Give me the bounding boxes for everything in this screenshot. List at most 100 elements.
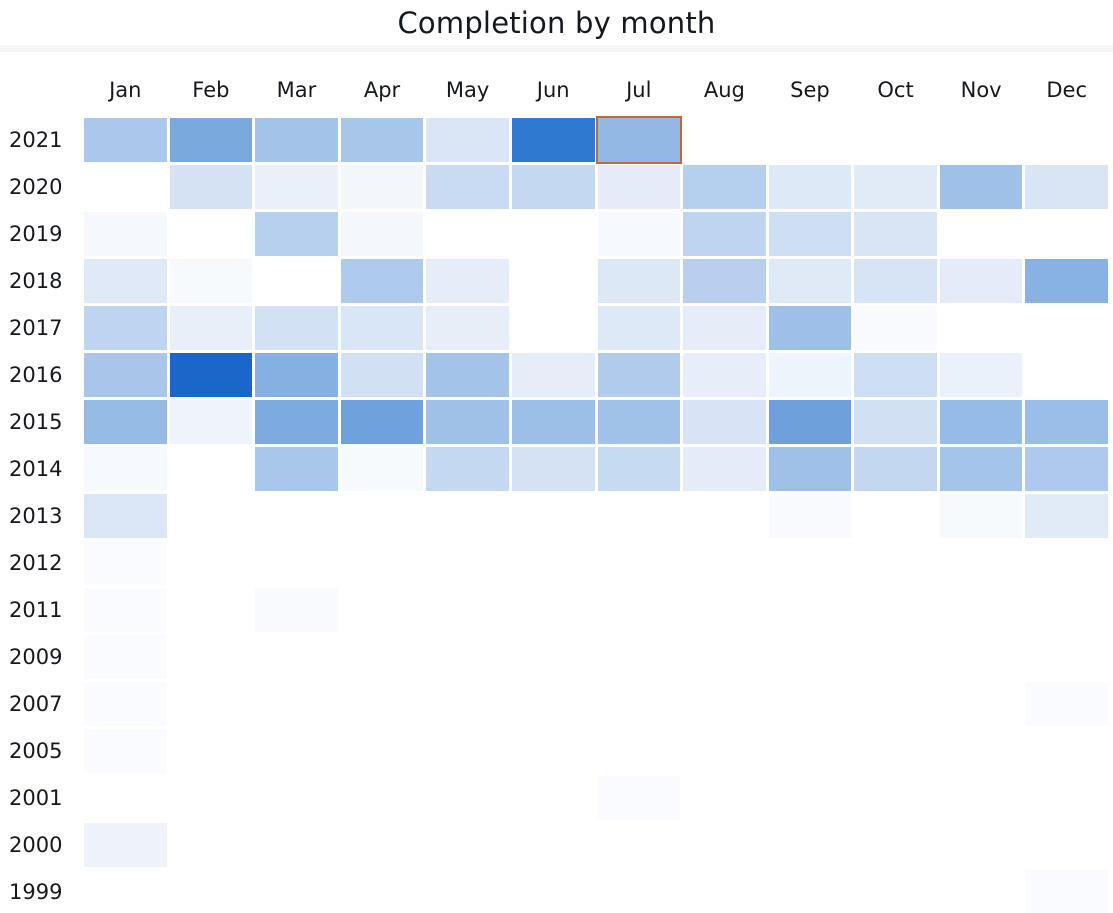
heatmap-cell-2016-may[interactable] [426,353,509,397]
heatmap-cell-2017-mar[interactable] [255,306,338,350]
heatmap-cell-2017-may[interactable] [426,306,509,350]
heatmap-cell-2000-jan[interactable] [84,823,167,867]
heatmap-cell-2017-feb[interactable] [169,306,253,350]
heatmap-cell-2014-sep[interactable] [768,447,852,491]
heatmap-cell-2015-aug[interactable] [683,400,766,444]
heatmap-cell-2020-sep[interactable] [768,165,852,209]
heatmap-cell-2014-may[interactable] [426,447,509,491]
heatmap-cell-2017-apr[interactable] [340,306,424,350]
heatmap-cell-2015-apr[interactable] [340,400,424,444]
heatmap-cell-2017-jan[interactable] [84,306,167,350]
heatmap-cell-2020-nov[interactable] [939,165,1023,209]
heatmap-cell-2013-jan[interactable] [84,494,167,538]
heatmap-cell-2021-jan[interactable] [84,118,167,162]
heatmap-cell-2018-may[interactable] [426,259,509,303]
heatmap-cell-2005-jul [598,729,681,773]
heatmap-cell-2021-apr[interactable] [340,118,424,162]
heatmap-cell-2016-jun[interactable] [511,353,595,397]
heatmap-cell-2016-feb[interactable] [169,353,253,397]
heatmap-cell-2016-mar[interactable] [255,353,338,397]
heatmap-cell-2015-may[interactable] [426,400,509,444]
heatmap-cell-2009-jan[interactable] [84,635,167,679]
heatmap-cell-2005-oct [854,729,937,773]
heatmap-cell-2020-may[interactable] [426,165,509,209]
heatmap-cell-2018-oct[interactable] [854,259,937,303]
heatmap-cell-2014-apr[interactable] [340,447,424,491]
heatmap-cell-2018-aug[interactable] [683,259,766,303]
heatmap-cell-2020-dec[interactable] [1025,165,1108,209]
heatmap-cell-2015-mar[interactable] [255,400,338,444]
heatmap-cell-2014-jan[interactable] [84,447,167,491]
heatmap-cell-2012-may [426,541,509,585]
heatmap-cell-2019-oct[interactable] [854,212,937,256]
heatmap-cell-2020-apr[interactable] [340,165,424,209]
heatmap-cell-2016-oct[interactable] [854,353,937,397]
heatmap-corner-spacer [0,60,81,115]
heatmap-cell-2016-apr[interactable] [340,353,424,397]
heatmap-cell-2016-jan[interactable] [84,353,167,397]
heatmap-cell-2014-aug[interactable] [683,447,766,491]
heatmap-cell-2014-jun[interactable] [511,447,595,491]
heatmap-cell-2014-oct[interactable] [854,447,937,491]
heatmap-cell-2015-nov[interactable] [939,400,1023,444]
heatmap-cell-1999-feb [170,870,253,913]
heatmap-cell-2021-mar[interactable] [255,118,338,162]
heatmap-cell-2015-jan[interactable] [84,400,167,444]
heatmap-cell-2015-oct[interactable] [854,400,937,444]
heatmap-cell-2017-jul[interactable] [597,306,681,350]
heatmap-cell-2021-may[interactable] [426,118,509,162]
heatmap-cell-2005-jan[interactable] [84,729,167,773]
heatmap-cell-2020-oct[interactable] [854,165,937,209]
heatmap-cell-2015-jul[interactable] [597,400,681,444]
heatmap-cell-2015-sep[interactable] [768,400,852,444]
year-label-2014: 2014 [9,456,63,481]
heatmap-cell-2018-apr[interactable] [340,259,424,303]
heatmap-cell-2018-feb[interactable] [169,259,253,303]
heatmap-cell-2019-apr[interactable] [340,212,424,256]
heatmap-cell-2019-jan[interactable] [84,212,167,256]
heatmap-cell-2001-jul[interactable] [597,776,681,820]
selected-heatmap-cell-2021-jul[interactable] [595,116,683,164]
heatmap-cell-2013-sep[interactable] [768,494,852,538]
heatmap-cell-2020-jul[interactable] [597,165,681,209]
heatmap-cell-2001-oct [854,776,937,820]
heatmap-cell-2014-mar[interactable] [255,447,338,491]
heatmap-cell-2015-feb[interactable] [169,400,253,444]
heatmap-cell-2011-mar[interactable] [255,588,338,632]
heatmap-cell-2015-jun[interactable] [511,400,595,444]
heatmap-cell-2014-dec[interactable] [1025,447,1108,491]
heatmap-cell-2018-jul[interactable] [597,259,681,303]
heatmap-cell-2014-nov[interactable] [939,447,1023,491]
heatmap-cell-2016-jul[interactable] [597,353,681,397]
heatmap-cell-2007-jan[interactable] [84,682,167,726]
heatmap-cell-2018-nov[interactable] [939,259,1023,303]
heatmap-cell-2019-sep[interactable] [768,212,852,256]
heatmap-cell-2019-aug[interactable] [683,212,766,256]
heatmap-cell-2014-jul[interactable] [597,447,681,491]
heatmap-cell-2017-oct[interactable] [854,306,937,350]
heatmap-cell-1999-dec[interactable] [1025,870,1108,913]
heatmap-cell-2020-jun[interactable] [511,165,595,209]
heatmap-cell-2015-dec[interactable] [1025,400,1108,444]
heatmap-cell-2021-feb[interactable] [169,118,253,162]
heatmap-cell-2012-jan[interactable] [84,541,167,585]
heatmap-cell-2016-aug[interactable] [683,353,766,397]
heatmap-cell-2007-dec[interactable] [1025,682,1108,726]
heatmap-cell-2016-nov[interactable] [939,353,1023,397]
heatmap-cell-2013-nov[interactable] [939,494,1023,538]
heatmap-cell-2019-jul[interactable] [597,212,681,256]
heatmap-cell-2017-sep[interactable] [768,306,852,350]
heatmap-cell-2018-jan[interactable] [84,259,167,303]
heatmap-cell-2018-dec[interactable] [1025,259,1108,303]
heatmap-cell-2019-mar[interactable] [255,212,338,256]
heatmap-cell-2021-jun[interactable] [511,118,595,162]
heatmap-cell-2020-feb[interactable] [169,165,253,209]
heatmap-cell-2017-aug[interactable] [683,306,766,350]
heatmap-cell-2005-feb [170,729,253,773]
heatmap-cell-2013-dec[interactable] [1025,494,1108,538]
heatmap-cell-2011-jan[interactable] [84,588,167,632]
heatmap-cell-2016-sep[interactable] [768,353,852,397]
heatmap-cell-2020-aug[interactable] [683,165,766,209]
heatmap-cell-2018-sep[interactable] [768,259,852,303]
heatmap-cell-2020-mar[interactable] [255,165,338,209]
